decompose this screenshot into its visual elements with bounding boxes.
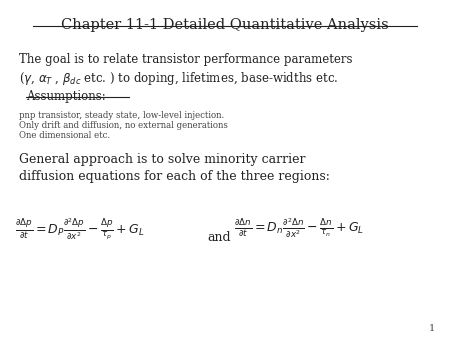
Text: The goal is to relate transistor performance parameters: The goal is to relate transistor perform… bbox=[19, 53, 353, 66]
Text: 1: 1 bbox=[429, 324, 435, 333]
Text: Only drift and diffusion, no external generations: Only drift and diffusion, no external ge… bbox=[19, 121, 228, 130]
Text: $\frac{\partial \Delta p}{\partial t} = D_P\frac{\partial^2 \Delta p}{\partial x: $\frac{\partial \Delta p}{\partial t} = … bbox=[15, 216, 145, 242]
Text: Assumptions:: Assumptions: bbox=[26, 90, 106, 103]
Text: and: and bbox=[207, 231, 231, 244]
Text: diffusion equations for each of the three regions:: diffusion equations for each of the thre… bbox=[19, 170, 330, 183]
Text: pnp transistor, steady state, low-level injection.: pnp transistor, steady state, low-level … bbox=[19, 111, 225, 120]
Text: Chapter 11-1 Detailed Quantitative Analysis: Chapter 11-1 Detailed Quantitative Analy… bbox=[61, 18, 389, 32]
Text: ($\gamma$, $\alpha_T$ , $\beta_{dc}$ etc. ) to doping, lifetimes, base-widths et: ($\gamma$, $\alpha_T$ , $\beta_{dc}$ etc… bbox=[19, 70, 338, 87]
Text: $\frac{\partial \Delta n}{\partial t} = D_n\frac{\partial^2 \Delta n}{\partial x: $\frac{\partial \Delta n}{\partial t} = … bbox=[234, 216, 364, 240]
Text: General approach is to solve minority carrier: General approach is to solve minority ca… bbox=[19, 153, 306, 166]
Text: One dimensional etc.: One dimensional etc. bbox=[19, 131, 110, 141]
